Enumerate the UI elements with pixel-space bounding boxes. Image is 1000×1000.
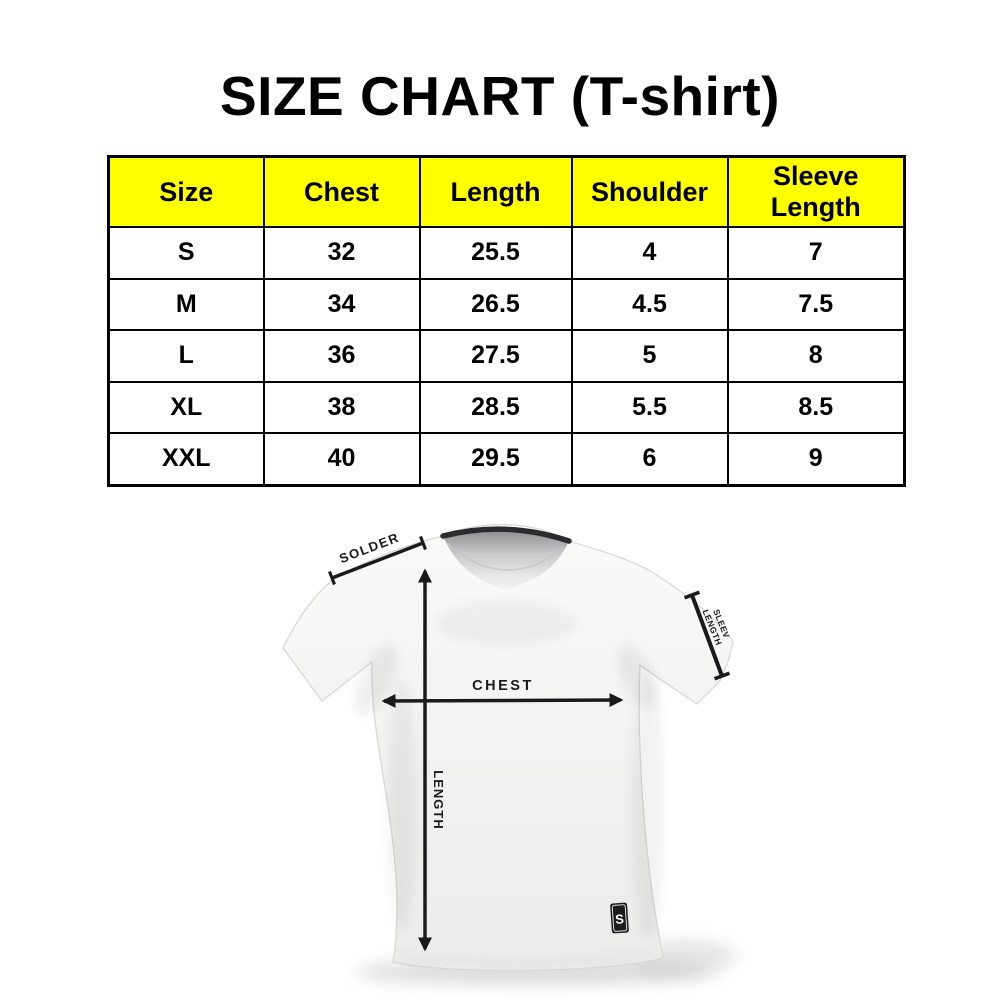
column-header-length: Length xyxy=(418,155,573,228)
column-header-size: Size xyxy=(107,155,265,228)
table-cell: L xyxy=(107,329,265,383)
table-cell: 34 xyxy=(262,277,421,331)
table-row-l: L 36 27.5 5 8 xyxy=(107,329,906,383)
table-cell: 38 xyxy=(262,380,421,434)
table-cell: 27.5 xyxy=(418,329,573,383)
table-cell: 5 xyxy=(570,329,729,383)
table-cell: 7.5 xyxy=(726,277,906,331)
column-header-sleeve-length: Sleeve Length xyxy=(726,155,906,228)
table-cell: 40 xyxy=(262,432,421,486)
table-cell: 8 xyxy=(726,329,906,383)
table-cell: 25.5 xyxy=(418,226,573,280)
sleeve-dimension-line: SLEEV LENGTH xyxy=(683,590,732,681)
column-header-shoulder: Shoulder xyxy=(570,155,729,228)
tshirt-collar xyxy=(440,526,572,544)
table-cell: 9 xyxy=(726,432,906,486)
header-row: Size Chest Length Shoulder Sleeve Length xyxy=(107,155,906,228)
fabric-shading xyxy=(354,601,664,966)
table-cell: 28.5 xyxy=(418,380,573,434)
size-table: Size Chest Length Shoulder Sleeve Length… xyxy=(107,155,906,487)
table-row-s: S 32 25.5 4 7 xyxy=(107,226,906,280)
table-cell: XL xyxy=(107,380,265,434)
table-row-m: M 34 26.5 4.5 7.5 xyxy=(107,277,906,331)
table-cell: 36 xyxy=(262,329,421,383)
table-cell: 4.5 xyxy=(570,277,729,331)
brand-tag-letter: S xyxy=(615,911,625,927)
length-dimension-label: LENGTH xyxy=(431,770,446,829)
table-cell: 32 xyxy=(262,226,421,280)
table-cell: 6 xyxy=(570,432,729,486)
table-row-xl: XL 38 28.5 5.5 8.5 xyxy=(107,380,906,434)
table-cell: M xyxy=(107,277,265,331)
tshirt-body xyxy=(282,524,734,972)
table-cell: 4 xyxy=(570,226,729,280)
table-cell: 7 xyxy=(726,226,906,280)
tshirt-diagram: S SOLDER SLEEV LENGTH CHEST LENGTH xyxy=(282,524,737,985)
table-cell: 29.5 xyxy=(418,432,573,486)
length-arrow: LENGTH xyxy=(418,568,446,952)
chest-dimension-label: CHEST xyxy=(472,678,534,694)
page-title: SIZE CHART (T-shirt) xyxy=(220,65,780,127)
column-header-chest: Chest xyxy=(262,155,421,228)
brand-tag: S xyxy=(610,902,629,934)
table-cell: 26.5 xyxy=(418,277,573,331)
table-row-xxl: XXL 40 29.5 6 9 xyxy=(107,432,906,486)
neck-opening xyxy=(443,530,569,589)
table-cell: XXL xyxy=(107,432,265,486)
table-cell: 5.5 xyxy=(570,380,729,434)
table-cell: 8.5 xyxy=(726,380,906,434)
table-cell: S xyxy=(107,226,265,280)
neckline-seam xyxy=(446,542,566,571)
